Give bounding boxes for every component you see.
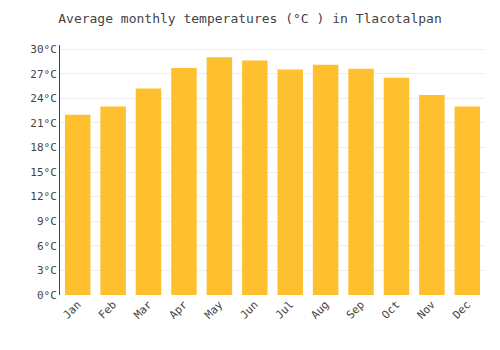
svg-text:9°C: 9°C bbox=[37, 215, 57, 228]
svg-text:0°C: 0°C bbox=[37, 289, 57, 302]
svg-text:Average monthly temperatures (: Average monthly temperatures (°C ) in Tl… bbox=[58, 11, 442, 26]
svg-text:Aug: Aug bbox=[308, 298, 331, 321]
svg-text:30°C: 30°C bbox=[30, 43, 57, 56]
svg-text:Mar: Mar bbox=[131, 298, 155, 322]
svg-text:Nov: Nov bbox=[415, 298, 439, 322]
svg-text:May: May bbox=[202, 298, 226, 322]
svg-text:3°C: 3°C bbox=[37, 264, 57, 277]
svg-text:Apr: Apr bbox=[167, 298, 191, 322]
svg-text:27°C: 27°C bbox=[30, 68, 57, 81]
svg-text:15°C: 15°C bbox=[30, 166, 57, 179]
svg-text:Jul: Jul bbox=[273, 298, 296, 321]
svg-text:Feb: Feb bbox=[96, 298, 119, 321]
svg-text:Jun: Jun bbox=[238, 298, 261, 321]
svg-text:Dec: Dec bbox=[450, 298, 473, 321]
svg-text:Oct: Oct bbox=[379, 298, 402, 321]
svg-text:6°C: 6°C bbox=[37, 240, 57, 253]
svg-text:12°C: 12°C bbox=[30, 190, 57, 203]
svg-text:24°C: 24°C bbox=[30, 92, 57, 105]
svg-text:21°C: 21°C bbox=[30, 117, 57, 130]
svg-text:18°C: 18°C bbox=[30, 141, 57, 154]
svg-text:Jan: Jan bbox=[60, 298, 83, 321]
svg-text:Sep: Sep bbox=[344, 298, 367, 321]
